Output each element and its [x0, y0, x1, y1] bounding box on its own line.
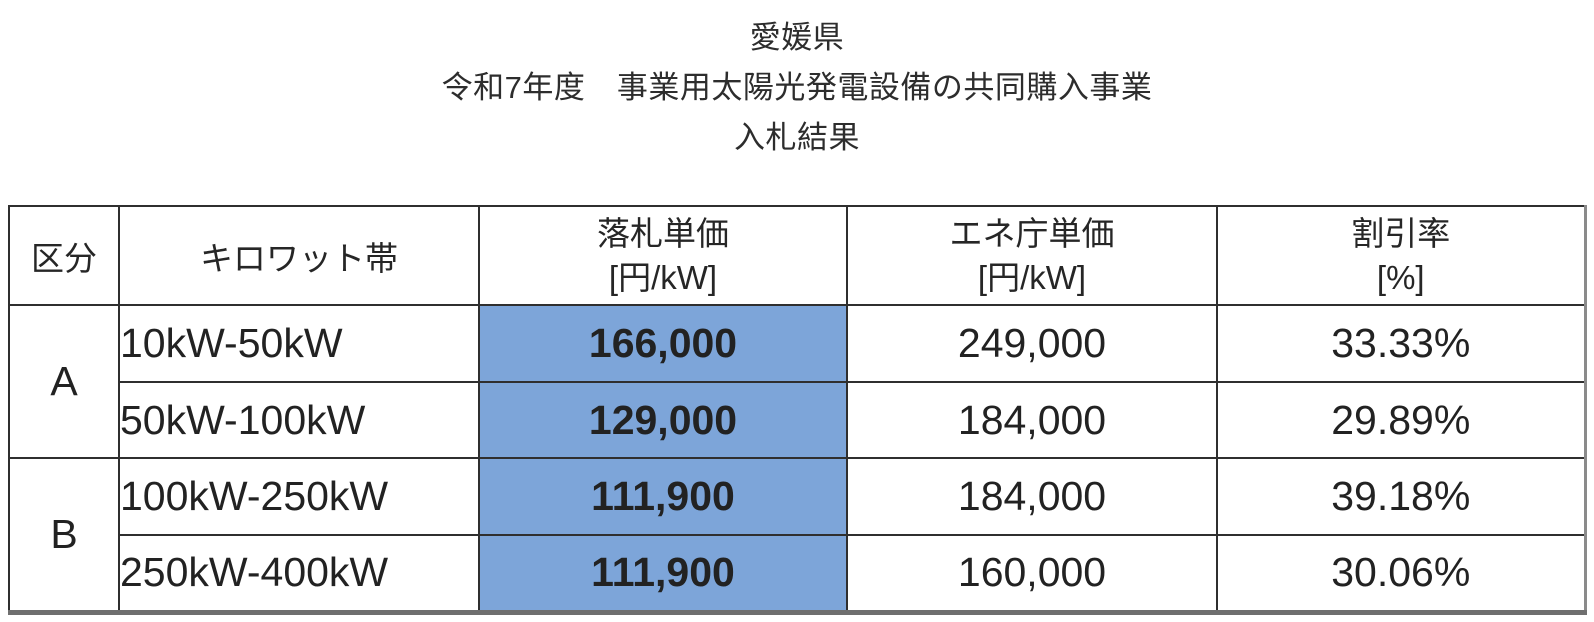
- energy-agency-cell: 160,000: [846, 534, 1218, 613]
- header-winning-bid-label: 落札単価: [597, 214, 729, 252]
- title-project: 令和7年度 事業用太陽光発電設備の共同購入事業: [441, 70, 1153, 105]
- header-energy-agency-label: エネ庁単価: [949, 214, 1115, 252]
- header-winning-bid: 落札単価 [円/kW]: [478, 205, 848, 306]
- category-b-cell: B: [8, 457, 120, 613]
- header-category: 区分: [8, 205, 120, 306]
- header-row: 区分 キロワット帯 落札単価 [円/kW] エネ庁単価 [円/kW] 割引率 […: [8, 205, 1586, 306]
- discount-cell: 33.33%: [1216, 304, 1586, 383]
- category-a-cell: A: [8, 304, 120, 459]
- kw-band-cell: 250kW-400kW: [118, 534, 480, 613]
- title-result: 入札結果: [734, 120, 860, 155]
- energy-agency-cell: 184,000: [846, 457, 1218, 536]
- kw-band-cell: 10kW-50kW: [118, 304, 480, 383]
- kw-band-cell: 100kW-250kW: [118, 457, 480, 536]
- bid-results-table: 区分 キロワット帯 落札単価 [円/kW] エネ庁単価 [円/kW] 割引率 […: [8, 205, 1587, 615]
- document-title-block: 愛媛県 令和7年度 事業用太陽光発電設備の共同購入事業 入札結果: [0, 13, 1594, 163]
- table-row: A 10kW-50kW 166,000 249,000 33.33%: [8, 304, 1586, 459]
- discount-cell: 30.06%: [1216, 534, 1586, 613]
- table-row: 250kW-400kW 111,900 160,000 30.06%: [9, 534, 1586, 613]
- energy-agency-cell: 184,000: [846, 381, 1218, 459]
- discount-cell: 29.89%: [1216, 381, 1586, 459]
- title-prefecture: 愛媛県: [749, 20, 845, 55]
- energy-agency-cell: 249,000: [846, 304, 1218, 383]
- discount-cell: 39.18%: [1216, 457, 1586, 536]
- table-row: B 100kW-250kW 111,900 184,000 39.18%: [8, 457, 1586, 613]
- table-row: 50kW-100kW 129,000 184,000 29.89%: [9, 381, 1586, 459]
- header-discount: 割引率 [%]: [1216, 205, 1586, 306]
- header-discount-unit: [%]: [1376, 258, 1425, 296]
- header-energy-agency-unit: [円/kW]: [977, 258, 1087, 296]
- header-discount-label: 割引率: [1351, 214, 1451, 252]
- winning-bid-cell: 111,900: [478, 457, 848, 536]
- header-winning-bid-unit: [円/kW]: [608, 258, 718, 296]
- winning-bid-cell: 111,900: [478, 534, 848, 613]
- winning-bid-cell: 166,000: [478, 304, 848, 383]
- winning-bid-cell: 129,000: [478, 381, 848, 459]
- kw-band-cell: 50kW-100kW: [118, 381, 480, 459]
- header-energy-agency: エネ庁単価 [円/kW]: [846, 205, 1218, 306]
- header-kw-band: キロワット帯: [118, 205, 480, 306]
